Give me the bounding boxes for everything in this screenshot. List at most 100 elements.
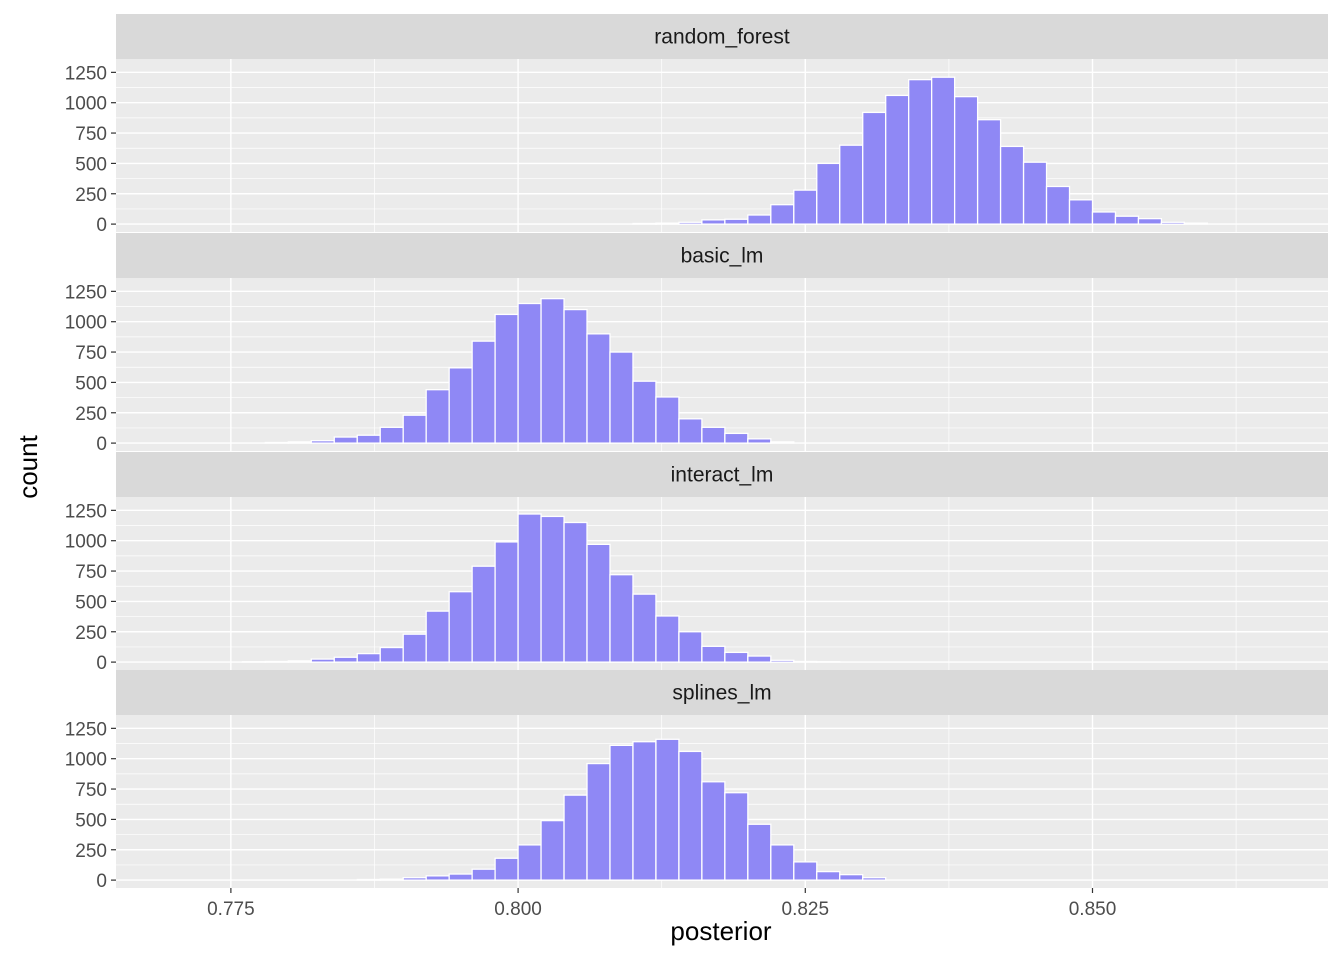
histogram-bar — [678, 631, 703, 663]
histogram-bar — [1114, 215, 1140, 225]
histogram-bar — [448, 367, 473, 444]
histogram-bar — [563, 794, 588, 881]
histogram-bar — [356, 434, 381, 444]
y-tick-label: 500 — [75, 154, 107, 175]
histogram-bar — [1183, 222, 1209, 225]
y-tick-label: 750 — [75, 343, 107, 364]
y-tick-label: 1250 — [65, 282, 107, 303]
histogram-bar — [1022, 161, 1048, 225]
histogram-bar — [770, 204, 795, 225]
histogram-bar — [701, 426, 726, 444]
histogram-bar — [517, 302, 542, 444]
histogram-bar — [724, 432, 749, 444]
histogram-bar — [655, 615, 680, 663]
histogram-bar — [425, 389, 450, 444]
y-tick-label: 1000 — [65, 94, 107, 115]
histogram-bar — [287, 441, 312, 444]
histogram-bar — [678, 750, 703, 881]
y-tick-label: 750 — [75, 124, 107, 145]
histogram-bar — [1068, 199, 1094, 225]
y-tick-label: 1250 — [65, 501, 107, 522]
histogram-bar — [770, 844, 795, 881]
histogram-bar — [793, 660, 818, 663]
y-tick-label: 250 — [75, 404, 107, 425]
panel-background — [116, 278, 1328, 451]
histogram-bar — [540, 515, 565, 663]
y-tick-label: 250 — [75, 841, 107, 862]
strip-random_forest — [116, 14, 1328, 59]
histogram-bar — [770, 659, 795, 663]
y-tick-label: 0 — [96, 871, 107, 892]
histogram-bar — [540, 819, 565, 881]
histogram-bar — [402, 414, 427, 444]
histogram-bar — [333, 656, 358, 663]
histogram-bar — [816, 870, 841, 881]
histogram-bar — [701, 645, 726, 663]
histogram-bar — [563, 521, 588, 663]
histogram-bar — [379, 426, 404, 444]
histogram-bar — [379, 646, 404, 663]
histogram-bar — [471, 565, 496, 663]
histogram-bar — [816, 162, 841, 225]
histogram-bar — [356, 652, 381, 663]
histogram-bar — [1160, 221, 1186, 225]
y-tick-label: 500 — [75, 592, 107, 613]
histogram-bar — [724, 792, 749, 881]
histogram-bar — [655, 222, 680, 225]
histogram-bar — [724, 651, 749, 663]
histogram-bar — [632, 222, 657, 225]
histogram-bar — [310, 658, 335, 663]
histogram-bar — [425, 610, 450, 663]
histogram-bar — [494, 857, 519, 881]
y-tick-label: 250 — [75, 623, 107, 644]
x-axis-title: posterior — [670, 916, 771, 946]
strip-label: random_forest — [654, 26, 790, 49]
histogram-bar — [862, 877, 887, 881]
histogram-bar — [655, 738, 680, 881]
histogram-bar — [793, 861, 818, 881]
histogram-bar — [747, 823, 772, 881]
y-tick-label: 0 — [96, 215, 107, 236]
histogram-bar — [793, 189, 818, 225]
facet-panel-basic_lm: basic_lm 0 250 500 750 1000 1250 — [65, 233, 1328, 455]
histogram-bar — [747, 438, 772, 444]
x-tick-label: 0.850 — [1069, 899, 1117, 920]
histogram-bar — [517, 844, 542, 881]
y-axis-title: count — [13, 434, 43, 498]
histogram-bar — [885, 94, 910, 225]
histogram-bar — [402, 877, 427, 881]
x-axis: 0.775 0.800 0.825 0.850 — [207, 888, 1116, 920]
strip-label: interact_lm — [671, 464, 774, 487]
histogram-bar — [310, 440, 335, 444]
histogram-bar — [701, 219, 726, 225]
histogram-bar — [839, 873, 864, 881]
panel-background — [116, 59, 1328, 232]
y-tick-label: 750 — [75, 780, 107, 801]
histogram-bar — [1137, 217, 1163, 225]
histogram-bar — [264, 660, 289, 663]
y-tick-label: 250 — [75, 185, 107, 206]
histogram-bar — [471, 340, 496, 444]
histogram-bar — [287, 660, 312, 663]
y-tick-label: 1000 — [65, 313, 107, 334]
panel-background — [116, 497, 1328, 670]
facet-panel-interact_lm: interact_lm 0 250 500 750 1000 1250 — [65, 452, 1328, 674]
histogram-bar — [540, 297, 565, 444]
histogram-bar — [999, 145, 1025, 225]
histogram-bar — [770, 441, 795, 444]
facet-panel-splines_lm: splines_lm 0 250 500 750 1000 1250 — [65, 670, 1328, 892]
y-tick-label: 500 — [75, 373, 107, 394]
y-tick-label: 750 — [75, 562, 107, 583]
histogram-bar — [402, 633, 427, 663]
histogram-bar — [494, 541, 519, 663]
histogram-bar — [931, 76, 956, 225]
histogram-bar — [747, 214, 772, 225]
y-tick-label: 0 — [96, 653, 107, 674]
facet-panel-random_forest: random_forest 0 250 500 750 1000 1250 — [65, 14, 1328, 236]
y-tick-label: 1000 — [65, 532, 107, 553]
histogram-bar — [701, 781, 726, 881]
histogram-bar — [471, 868, 496, 881]
histogram-bar — [632, 380, 657, 444]
y-tick-label: 1250 — [65, 719, 107, 740]
